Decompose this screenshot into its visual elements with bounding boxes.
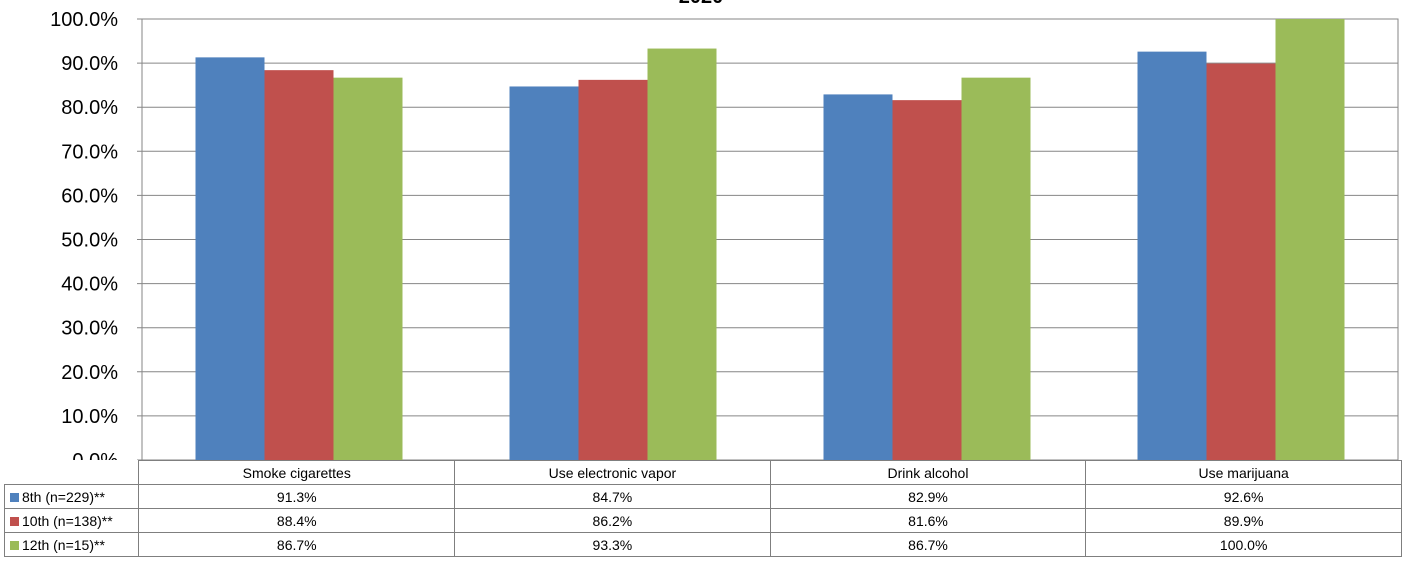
bars	[195, 19, 1345, 460]
y-tick-label: 90.0%	[61, 53, 118, 75]
table-corner	[4, 460, 140, 485]
category-label: Smoke cigarettes	[138, 460, 456, 485]
y-tick-label: 40.0%	[61, 274, 118, 296]
data-label: 86.7%	[769, 532, 1087, 557]
category-label: Drink alcohol	[769, 460, 1087, 485]
y-axis: 0.0% 10.0% 20.0% 30.0% 40.0% 50.0% 60.0% 70.0% 8…	[50, 9, 118, 460]
y-tick-label: 0.0%	[72, 450, 118, 460]
data-label: 88.4%	[138, 508, 456, 533]
series-name: 12th (n=15)**	[22, 536, 105, 553]
bar	[1137, 51, 1207, 460]
data-label: 86.2%	[454, 508, 771, 533]
data-label: 82.9%	[769, 484, 1087, 509]
bar	[892, 100, 962, 460]
y-tick-label: 10.0%	[61, 406, 118, 428]
legend-swatch	[10, 516, 19, 526]
bar-chart: 0.0% 10.0% 20.0% 30.0% 40.0% 50.0% 60.0% 70.0% 8…	[50, 9, 1399, 460]
bar	[195, 57, 265, 460]
series-label: 12th (n=15)**	[3, 532, 140, 557]
chart-title: 2020	[0, 0, 1402, 9]
y-tick-label: 80.0%	[61, 97, 118, 119]
bar	[1275, 19, 1345, 460]
y-tick-label: 20.0%	[61, 362, 118, 384]
y-tick-label: 100.0%	[50, 9, 118, 31]
bar	[264, 70, 334, 460]
category-label: Use electronic vapor	[454, 460, 771, 485]
series-name: 8th (n=229)**	[22, 488, 105, 505]
category-label: Use marijuana	[1085, 460, 1402, 485]
data-label: 81.6%	[769, 508, 1087, 533]
data-label: 84.7%	[454, 484, 771, 509]
series-label: 8th (n=229)**	[3, 484, 140, 509]
legend-swatch	[10, 492, 19, 502]
bar	[333, 77, 403, 460]
data-label: 100.0%	[1085, 532, 1402, 557]
data-label: 91.3%	[138, 484, 456, 509]
bar	[1206, 63, 1276, 460]
series-label: 10th (n=138)**	[3, 508, 140, 533]
table-header-row: Smoke cigarettes Use electronic vapor Drin…	[4, 460, 1402, 485]
bar	[961, 77, 1031, 460]
bar	[578, 79, 648, 460]
data-label: 86.7%	[138, 532, 456, 557]
y-tick-label: 50.0%	[61, 230, 118, 252]
legend-swatch	[10, 540, 19, 550]
bar	[647, 48, 717, 460]
y-tick-label: 30.0%	[61, 318, 118, 340]
data-label: 89.9%	[1085, 508, 1402, 533]
table-row: 12th (n=15)** 86.7% 93.3% 86.7% 100.0%	[3, 532, 1402, 557]
table-row: 8th (n=229)** 91.3% 84.7% 82.9% 92.6%	[3, 484, 1402, 509]
y-tick-label: 60.0%	[61, 185, 118, 207]
data-label: 93.3%	[454, 532, 771, 557]
series-name: 10th (n=138)**	[22, 512, 113, 529]
bar	[823, 94, 893, 460]
data-table: Smoke cigarettes Use electronic vapor Drin…	[3, 460, 1402, 557]
table-row: 10th (n=138)** 88.4% 86.2% 81.6% 89.9%	[3, 508, 1402, 533]
data-label: 92.6%	[1085, 484, 1402, 509]
bar	[509, 86, 579, 460]
y-tick-label: 70.0%	[61, 141, 118, 163]
